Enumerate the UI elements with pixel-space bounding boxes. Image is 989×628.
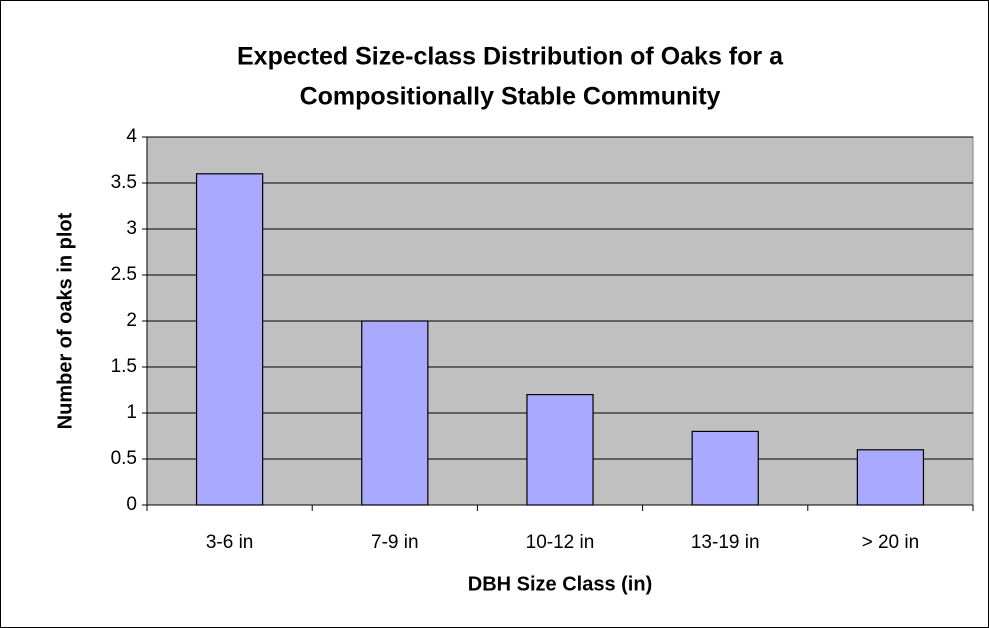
y-tick-label: 4: [126, 126, 137, 147]
y-tick-label: 3: [126, 218, 137, 239]
y-axis-label: Number of oaks in plot: [54, 212, 76, 429]
chart-title: Compositionally Stable Community: [300, 83, 721, 111]
x-tick-label: 7-9 in: [371, 532, 419, 553]
y-tick-label: 3.5: [111, 172, 137, 193]
bar: [691, 430, 759, 506]
y-tick-label: 1.5: [111, 356, 137, 377]
x-tick-label: 13-19 in: [691, 532, 760, 553]
y-tick-label: 2.5: [111, 264, 137, 285]
x-tick-label: > 20 in: [862, 532, 920, 553]
bar: [195, 173, 264, 506]
y-tick-label: 2: [126, 310, 137, 331]
y-tick-label: 0: [126, 494, 137, 515]
y-tick-label: 0.5: [111, 448, 137, 469]
chart-title: Expected Size-class Distribution of Oaks…: [237, 43, 784, 71]
x-axis-label: DBH Size Class (in): [468, 573, 652, 595]
y-tick-label: 1: [126, 402, 137, 423]
x-tick-label: 10-12 in: [526, 532, 595, 553]
x-tick-label: 3-6 in: [206, 532, 254, 553]
bar: [526, 394, 594, 506]
bar: [361, 320, 429, 506]
bar: [856, 449, 925, 506]
